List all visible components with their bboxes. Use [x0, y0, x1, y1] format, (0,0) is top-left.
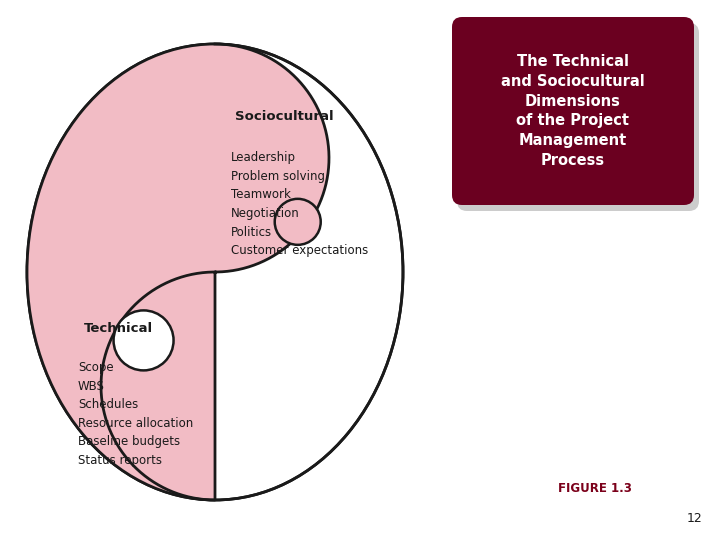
- Polygon shape: [27, 44, 329, 500]
- Text: The Technical
and Sociocultural
Dimensions
of the Project
Management
Process: The Technical and Sociocultural Dimensio…: [501, 54, 645, 168]
- Text: FIGURE 1.3: FIGURE 1.3: [558, 482, 632, 495]
- FancyBboxPatch shape: [452, 17, 694, 205]
- Ellipse shape: [27, 44, 403, 500]
- Circle shape: [275, 199, 320, 245]
- Text: Negotiation: Negotiation: [231, 207, 300, 220]
- Text: Schedules: Schedules: [78, 399, 138, 411]
- Text: Scope: Scope: [78, 361, 113, 374]
- Text: Politics: Politics: [231, 226, 272, 239]
- Text: Teamwork: Teamwork: [231, 188, 291, 201]
- Text: Technical: Technical: [84, 322, 153, 335]
- Text: Resource allocation: Resource allocation: [78, 417, 193, 430]
- Text: Leadership: Leadership: [231, 152, 296, 165]
- Text: Baseline budgets: Baseline budgets: [78, 435, 180, 448]
- Text: Customer expectations: Customer expectations: [231, 244, 368, 257]
- Text: Problem solving: Problem solving: [231, 170, 325, 183]
- Text: WBS: WBS: [78, 380, 104, 393]
- FancyBboxPatch shape: [457, 23, 699, 211]
- Circle shape: [114, 310, 174, 370]
- Text: 12: 12: [687, 511, 703, 524]
- Text: Status reports: Status reports: [78, 454, 162, 467]
- Text: Sociocultural: Sociocultural: [235, 111, 333, 124]
